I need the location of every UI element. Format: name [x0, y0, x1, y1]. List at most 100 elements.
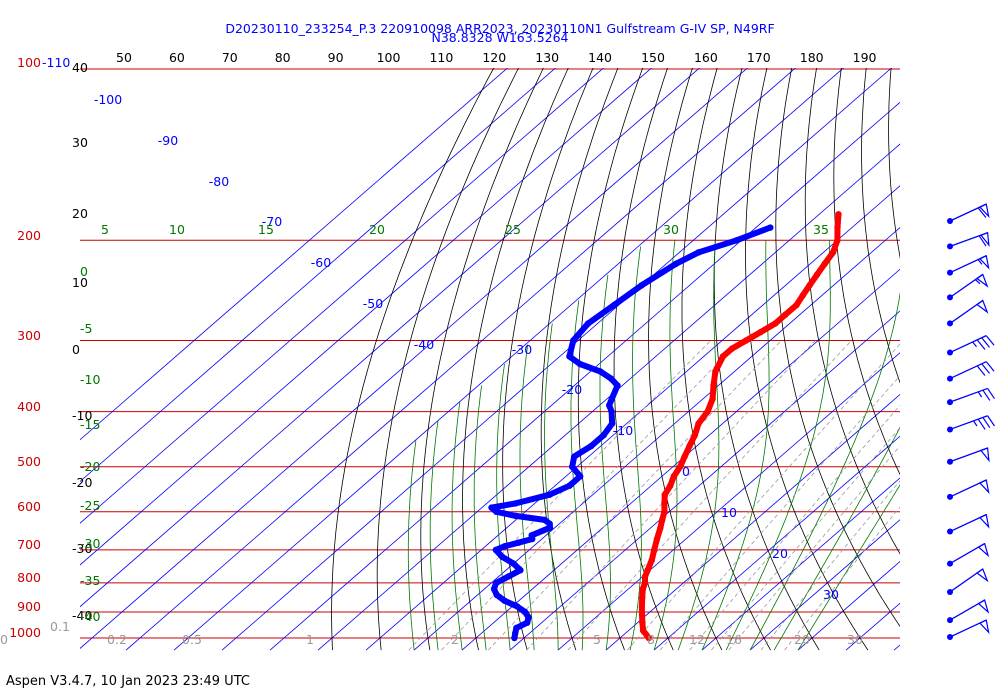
isotherm-label: -40: [414, 337, 434, 352]
wind-barb-pennant: [977, 599, 990, 614]
dry-adiabat-line: [331, 68, 495, 651]
moist-adiabat-line: [629, 246, 642, 651]
isotherm-line: [80, 68, 557, 483]
mixing-ratio-line: [784, 506, 900, 651]
temperature-point: [638, 611, 646, 618]
isotherm-line: [80, 68, 509, 441]
dewpoint-point: [607, 375, 615, 382]
dry-adiabat-line: [420, 68, 544, 651]
mixing-ratio-line: [408, 340, 711, 651]
dry-adiabat-label: -30: [80, 536, 100, 551]
pressure-label: 800: [17, 570, 41, 585]
altitude-label: -40: [72, 608, 92, 623]
isotherm-label: -30: [512, 342, 532, 357]
moist-adiabat-label: 5: [101, 222, 109, 237]
mixing-ratio-label: 0.1: [50, 619, 70, 634]
dry-adiabat-line: [681, 68, 771, 651]
altitude-label: 0: [72, 342, 80, 357]
wind-barb: [947, 542, 990, 567]
mixing-ratio-line: [441, 340, 741, 651]
dry-adiabat-line: [888, 68, 900, 260]
dewpoint-point: [512, 512, 519, 520]
isotherm-line: [80, 68, 605, 524]
isotherm-line: [80, 68, 653, 566]
temperature-point: [799, 292, 806, 299]
temperature-point: [641, 579, 649, 587]
wind-barb-pennant: [980, 447, 990, 463]
mixing-ratio-line: [728, 445, 900, 651]
wind-barb: [947, 335, 995, 356]
dewpoint-point: [597, 368, 604, 375]
top-scale-label: 110: [429, 50, 453, 65]
dewpoint-point: [546, 520, 553, 527]
wind-barb-staff: [949, 361, 987, 380]
dry-adiabat-label: -40: [80, 609, 100, 624]
mixing-ratio-line: [760, 480, 900, 651]
altitude-label: 30: [72, 135, 88, 150]
isotherm-label: -50: [363, 296, 383, 311]
chart-title: D20230110_233254_P.3 220910098 ARR2023, …: [225, 21, 774, 36]
dry-adiabat-line: [966, 56, 1000, 650]
moist-adiabat-line: [701, 240, 770, 651]
mixing-ratio-label: 40: [0, 632, 8, 647]
temperature-point: [691, 431, 699, 439]
dewpoint-point: [524, 619, 531, 626]
dewpoint-point: [493, 579, 500, 587]
moist-adiabat-label: 35: [813, 222, 829, 237]
temperature-point: [813, 271, 821, 278]
isotherm-line: [845, 602, 900, 651]
dewpoint-point: [512, 500, 519, 507]
dewpoint-point: [610, 301, 618, 309]
top-scale-label: 120: [482, 50, 506, 65]
isotherm-label: 30: [823, 587, 839, 602]
wind-barb: [947, 415, 996, 433]
temperature-point: [782, 311, 789, 318]
isotherm-label: 0: [682, 464, 690, 479]
pressure-label: 400: [17, 399, 41, 414]
wind-barb-pennant: [978, 619, 990, 635]
top-scale-label: 130: [535, 50, 559, 65]
temperature-point: [677, 463, 684, 470]
moist-adiabat-line: [599, 274, 611, 651]
mixing-ratio-label: 30: [847, 632, 863, 647]
dewpoint-point: [614, 382, 621, 389]
mixing-ratio-line: [659, 375, 900, 651]
moist-adiabat-line: [570, 300, 584, 651]
chart-labels: 50 60 70 80 90 100 110 120 130 140 150 160 170 180 190…: [0, 50, 877, 647]
mixing-ratio-line: [526, 340, 816, 651]
isotherm-line: [509, 310, 900, 651]
moist-adiabat-line: [749, 291, 900, 651]
isotherm-line: [365, 185, 900, 651]
dewpoint-point: [492, 546, 499, 554]
wind-barb-pennant: [978, 513, 990, 529]
wind-barbs: [947, 203, 996, 640]
mixing-ratio-label: 2: [451, 632, 459, 647]
temperature-point: [661, 500, 668, 507]
isotherm-label: -70: [262, 214, 282, 229]
dry-adiabat-line: [775, 68, 900, 628]
wind-barb-feather: [985, 361, 995, 372]
top-scale-label: 80: [275, 50, 291, 65]
wind-barb-pennant: [977, 542, 990, 558]
pressure-label: 500: [17, 454, 41, 469]
dewpoint-point: [488, 504, 495, 511]
wind-barb-half-feather: [977, 391, 983, 398]
dry-adiabat-line: [990, 56, 1000, 650]
top-scale-label: 180: [800, 50, 824, 65]
temperature-point: [645, 634, 652, 642]
wind-barb-feather: [976, 365, 986, 376]
altitude-label: -30: [72, 541, 92, 556]
moist-adiabat-line: [473, 385, 487, 651]
temperature-point: [712, 368, 719, 375]
isotherm-line: [269, 101, 900, 651]
top-scale-label: 70: [222, 50, 238, 65]
temperature-point: [834, 224, 841, 231]
wind-barb: [947, 568, 989, 595]
dry-adiabat-label: 0: [80, 264, 88, 279]
dewpoint-point: [733, 237, 740, 244]
wind-barb-feather: [978, 235, 987, 247]
chart-grid: [80, 56, 1000, 651]
wind-barb: [947, 619, 990, 640]
altitude-label: 20: [72, 206, 88, 221]
dewpoint-point: [501, 543, 508, 550]
